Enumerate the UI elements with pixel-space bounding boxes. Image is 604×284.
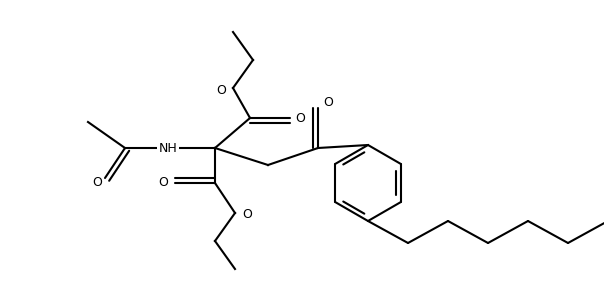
Text: O: O <box>158 176 168 189</box>
Text: NH: NH <box>159 141 178 154</box>
Text: O: O <box>323 97 333 110</box>
Text: O: O <box>295 112 305 124</box>
Text: O: O <box>216 83 226 97</box>
Text: O: O <box>242 208 252 222</box>
Text: O: O <box>92 176 102 189</box>
